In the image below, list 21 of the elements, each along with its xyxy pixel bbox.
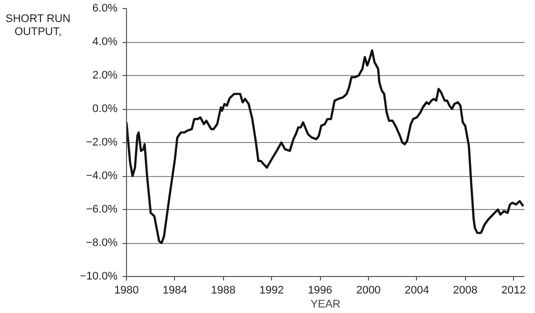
x-tick-label: 1984 — [162, 284, 188, 296]
y-tick-label: −4.0% — [86, 170, 118, 182]
x-tick-label: 1988 — [211, 284, 236, 296]
y-tick-label: 6.0% — [92, 2, 118, 14]
y-tick-label: −10.0% — [80, 270, 118, 282]
x-axis-title: YEAR — [310, 298, 341, 310]
y-tick-label: 0.0% — [92, 103, 118, 115]
y-tick-label: −6.0% — [86, 204, 118, 216]
y-tick-label: 2.0% — [92, 70, 118, 82]
x-tick-label: 1980 — [114, 284, 139, 296]
x-tick-label: 2004 — [404, 284, 430, 296]
x-tick-label: 2000 — [356, 284, 381, 296]
y-tick-label: −2.0% — [86, 136, 118, 148]
x-tick-label: 2012 — [501, 284, 526, 296]
y-axis-title: SHORT RUN OUTPUT, — [6, 13, 70, 39]
y-tick-label: 4.0% — [92, 36, 118, 48]
x-tick-label: 1996 — [308, 284, 332, 296]
line-series — [126, 49, 524, 244]
x-tick-label: 2008 — [452, 284, 478, 296]
x-tick-label: 1992 — [259, 284, 284, 296]
y-tick-label: −8.0% — [86, 237, 118, 249]
